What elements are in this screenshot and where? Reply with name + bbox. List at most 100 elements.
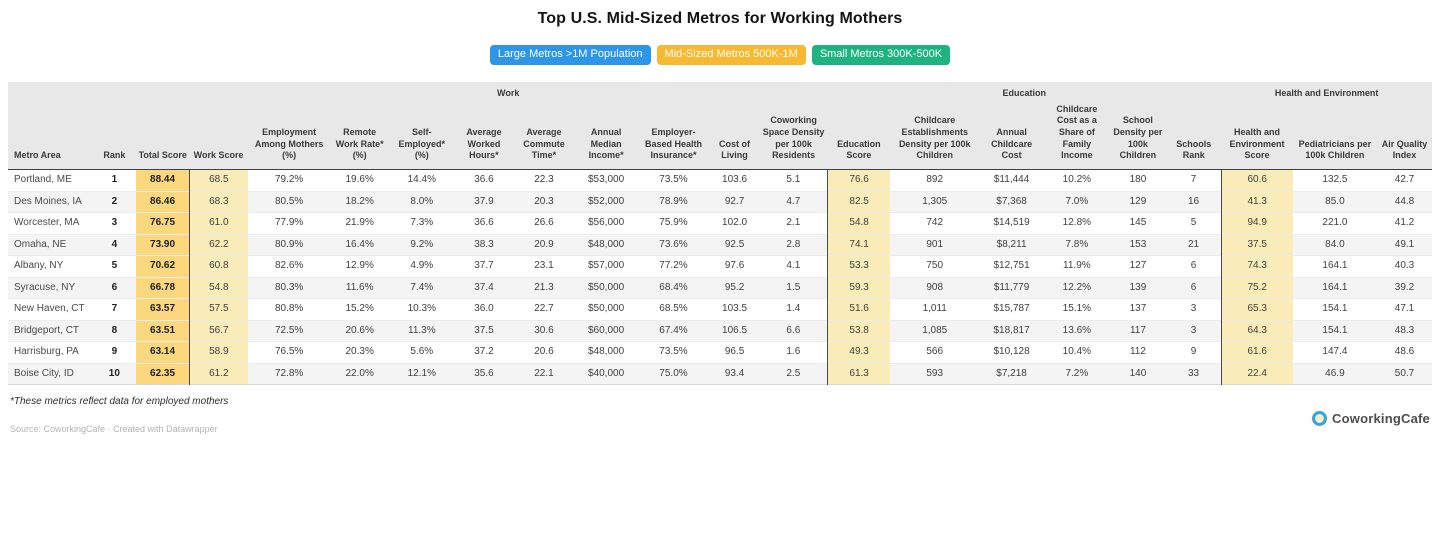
table-cell: 84.0 bbox=[1325, 238, 1345, 250]
table-cell: $14,519 bbox=[993, 217, 1030, 229]
metro-size-tabs: Large Metros >1M Population Mid-Sized Me… bbox=[8, 45, 1432, 65]
table-cell: 72.5% bbox=[274, 324, 304, 336]
footnote: *These metrics reflect data for employed… bbox=[10, 396, 229, 408]
table-cell: 92.5 bbox=[724, 238, 745, 250]
table-cell: 30.6 bbox=[534, 324, 554, 336]
table-cell: 21 bbox=[1187, 238, 1200, 250]
table-cell: 60.8 bbox=[188, 255, 249, 278]
table-cell: 1.4 bbox=[786, 303, 801, 315]
table-cell: 51.6 bbox=[826, 298, 891, 321]
table-cell: 140 bbox=[1129, 367, 1147, 379]
column-header: Air Quality Index bbox=[1377, 101, 1432, 171]
column-header: Rank bbox=[92, 101, 137, 171]
table-cell: 164.1 bbox=[1322, 260, 1348, 272]
table-cell: 154.1 bbox=[1322, 303, 1348, 315]
table-cell: 6 bbox=[111, 281, 118, 293]
table-cell: 8.0% bbox=[410, 195, 434, 207]
table-cell: 41.2 bbox=[1394, 217, 1415, 229]
table-header: Work Education Health and Environment Metr… bbox=[8, 82, 1432, 171]
table-cell: 908 bbox=[926, 281, 944, 293]
table-cell: 72.8% bbox=[274, 367, 304, 379]
column-header-row: Metro Area Rank Total Score Work Score Emplo… bbox=[8, 101, 1432, 171]
table-cell: $57,000 bbox=[588, 260, 625, 272]
table-cell: 75.9% bbox=[659, 217, 688, 229]
table-cell: 82.6% bbox=[274, 260, 304, 272]
table-cell: 63.51 bbox=[136, 320, 190, 342]
table-cell: 92.7 bbox=[724, 195, 745, 207]
table-cell: 593 bbox=[926, 367, 944, 379]
table-row: Des Moines, IA 2 86.46 68.3 80.5% 18.2% 8.0% 37… bbox=[8, 191, 1432, 213]
tab-small-metros[interactable]: Small Metros 300K-500K bbox=[811, 45, 951, 65]
table-cell: 73.5% bbox=[659, 346, 688, 358]
table-cell: $56,000 bbox=[588, 217, 625, 229]
table-cell: 63.14 bbox=[136, 341, 190, 364]
table-cell: 37.5 bbox=[474, 324, 494, 336]
table-cell: 1,011 bbox=[922, 303, 947, 315]
table-cell: 5.6% bbox=[410, 346, 434, 358]
table-cell: 3 bbox=[111, 217, 118, 229]
table-row: Syracuse, NY 6 66.78 54.8 80.3% 11.6% 7.4% 37.4… bbox=[8, 277, 1432, 299]
metro-area-cell: New Haven, CT bbox=[14, 303, 85, 315]
page-title: Top U.S. Mid-Sized Metros for Working Mo… bbox=[537, 10, 903, 27]
metro-area-cell: Portland, ME bbox=[14, 174, 72, 186]
table-cell: 54.8 bbox=[826, 212, 891, 235]
table-cell: 22.0% bbox=[345, 367, 374, 379]
metro-area-cell: Harrisburg, PA bbox=[14, 346, 79, 358]
table-cell: 6.6 bbox=[786, 324, 801, 336]
table-cell: 7 bbox=[111, 303, 118, 315]
table-cell: 54.8 bbox=[188, 277, 249, 299]
table-cell: 68.3 bbox=[188, 191, 249, 213]
table-cell: 2.8 bbox=[786, 238, 801, 250]
table-cell: 68.5 bbox=[188, 169, 249, 192]
table-row: Boise City, ID 10 62.35 61.2 72.8% 22.0% 12.1%… bbox=[8, 363, 1432, 385]
table-row: Worcester, MA 3 76.75 61.0 77.9% 21.9% 7.3% 36.… bbox=[8, 212, 1432, 235]
table-row: Bridgeport, CT 8 63.51 56.7 72.5% 20.6% 11.3% 3… bbox=[8, 320, 1432, 342]
table-cell: 74.1 bbox=[826, 234, 891, 256]
table-row: Albany, NY 5 70.62 60.8 82.6% 12.9% 4.9% 37.7 23… bbox=[8, 255, 1432, 278]
tab-large-metros[interactable]: Large Metros >1M Population bbox=[489, 45, 651, 65]
table-cell: 49.3 bbox=[826, 341, 891, 364]
column-header: Total Score bbox=[136, 101, 190, 171]
table-cell: 21.3 bbox=[534, 281, 554, 293]
table-cell: 4.9% bbox=[410, 260, 434, 272]
coworkingcafe-logo[interactable]: CoworkingCafe bbox=[1312, 410, 1430, 426]
column-header: Average Commute Time* bbox=[513, 101, 575, 171]
column-group-header: Work bbox=[189, 82, 828, 102]
table-cell: 10 bbox=[108, 367, 120, 379]
table-cell: $60,000 bbox=[588, 324, 625, 336]
table-cell: 85.0 bbox=[1325, 195, 1345, 207]
table-cell: $48,000 bbox=[588, 238, 625, 250]
table-body: Portland, ME 1 88.44 68.5 79.2% 19.6% 14.4% 36.… bbox=[8, 169, 1432, 385]
metro-area-cell: Omaha, NE bbox=[14, 238, 67, 250]
table-cell: 50.7 bbox=[1394, 367, 1415, 379]
table-cell: 74.3 bbox=[1220, 255, 1293, 278]
table-cell: 36.0 bbox=[474, 303, 494, 315]
table-cell: 67.4% bbox=[659, 324, 688, 336]
table-cell: 37.4 bbox=[474, 281, 494, 293]
table-cell: 22.1 bbox=[534, 367, 554, 379]
table-cell: 153 bbox=[1129, 238, 1147, 250]
table-cell: 132.5 bbox=[1322, 174, 1348, 186]
table-cell: 139 bbox=[1129, 281, 1147, 293]
source-attribution[interactable]: Source: CoworkingCafe · Created with Dat… bbox=[10, 424, 218, 435]
coworkingcafe-logo-icon bbox=[1312, 410, 1328, 426]
table-cell: 49.1 bbox=[1394, 238, 1415, 250]
table-cell: $48,000 bbox=[588, 346, 625, 358]
table-cell: 12.8% bbox=[1062, 217, 1092, 229]
table-cell: 58.9 bbox=[188, 341, 249, 364]
table-cell: 1.5 bbox=[786, 281, 801, 293]
column-header: Childcare Cost as a Share of Family Inco… bbox=[1044, 101, 1110, 171]
table-cell: 147.4 bbox=[1322, 346, 1348, 358]
column-group-header bbox=[8, 82, 190, 102]
table-cell: 9 bbox=[111, 346, 118, 358]
table-cell: 80.9% bbox=[274, 238, 304, 250]
table-cell: 7.2% bbox=[1065, 367, 1089, 379]
column-header: Metro Area bbox=[8, 101, 93, 171]
table-cell: 62.35 bbox=[136, 363, 190, 385]
table-cell: $11,444 bbox=[993, 174, 1030, 186]
tab-mid-sized-metros[interactable]: Mid-Sized Metros 500K-1M bbox=[656, 45, 806, 65]
metro-area-cell: Des Moines, IA bbox=[14, 195, 82, 207]
table-cell: 66.78 bbox=[136, 277, 190, 299]
column-header: Pediatricians per 100k Children bbox=[1292, 101, 1378, 171]
column-group-header: Health and Environment bbox=[1221, 82, 1432, 102]
